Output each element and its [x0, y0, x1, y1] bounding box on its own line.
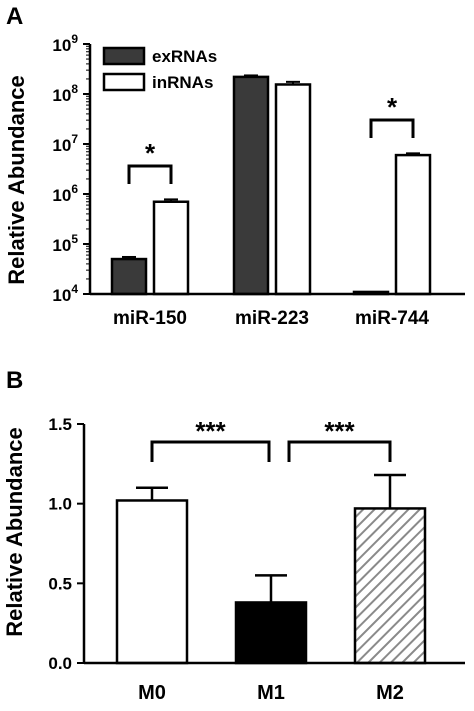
panel-b-bar-M2 [353, 507, 427, 665]
panel-a-significance-bracket [369, 118, 415, 138]
panel-a-bar-exRNAs-miR-223 [232, 75, 270, 296]
panel-a-legend-label: exRNAs [152, 47, 217, 66]
panel-b-significance-label: *** [324, 416, 355, 446]
panel-a-x-tick-label: miR-744 [355, 308, 429, 329]
panel-b-significance-label: *** [195, 416, 226, 446]
panel-a-x-tick-label: miR-150 [113, 308, 187, 329]
panel-a-chart: Relative Abundance 104 105 106 107 108 109 miR… [4, 32, 465, 329]
panel-b-bar-M0 [115, 499, 189, 665]
panel-a-letter: A [6, 3, 23, 30]
panel-a-y-tick-label: 105 [52, 232, 78, 255]
panel-b-x-tick-label: M2 [376, 682, 404, 704]
panel-a-significance-bracket [127, 164, 173, 184]
panel-b-y-tick-label: 1.0 [48, 495, 72, 514]
panel-a-bar-exRNAs-miR-150 [110, 257, 148, 296]
panel-b-x-tick-label: M1 [257, 682, 285, 704]
panel-a-bar-inRNAs-miR-150 [152, 200, 190, 296]
panel-b-significance-bracket [150, 440, 271, 462]
panel-a-y-tick-label: 109 [52, 32, 78, 55]
panel-a-ylabel: Relative Abundance [4, 75, 29, 284]
panel-a-bar-inRNAs-miR-223 [274, 83, 312, 296]
panel-a-bar-inRNAs-miR-744 [394, 153, 432, 296]
panel-b-y-tick-label: 1.5 [48, 415, 72, 434]
panel-a-x-tick-label: miR-223 [235, 308, 309, 329]
panel-b-letter: B [6, 367, 23, 394]
panel-a-legend-swatch [102, 46, 146, 66]
panel-b-y-tick-label: 0.5 [48, 574, 72, 593]
panel-a-y-tick-label: 106 [52, 182, 78, 205]
panel-a-y-tick-label: 107 [52, 132, 78, 155]
panel-b-chart: Relative Abundance 0.0 0.5 1.0 1.5 M0 M1 M2 **… [2, 415, 465, 704]
panel-b-bar-M1 [234, 601, 308, 665]
panel-a-significance-label: * [145, 138, 156, 168]
panel-b-significance-bracket [287, 440, 392, 462]
panel-a-significance-label: * [387, 92, 398, 122]
panel-a-legend-swatch [102, 72, 146, 92]
panel-b-x-tick-label: M0 [138, 682, 166, 704]
panel-a-legend-label: inRNAs [152, 73, 213, 92]
panel-b-ylabel: Relative Abundance [2, 427, 27, 636]
panel-a-y-tick-label: 104 [52, 282, 78, 305]
panel-b-y-tick-label: 0.0 [48, 654, 72, 673]
panel-a-y-tick-label: 108 [52, 82, 78, 105]
